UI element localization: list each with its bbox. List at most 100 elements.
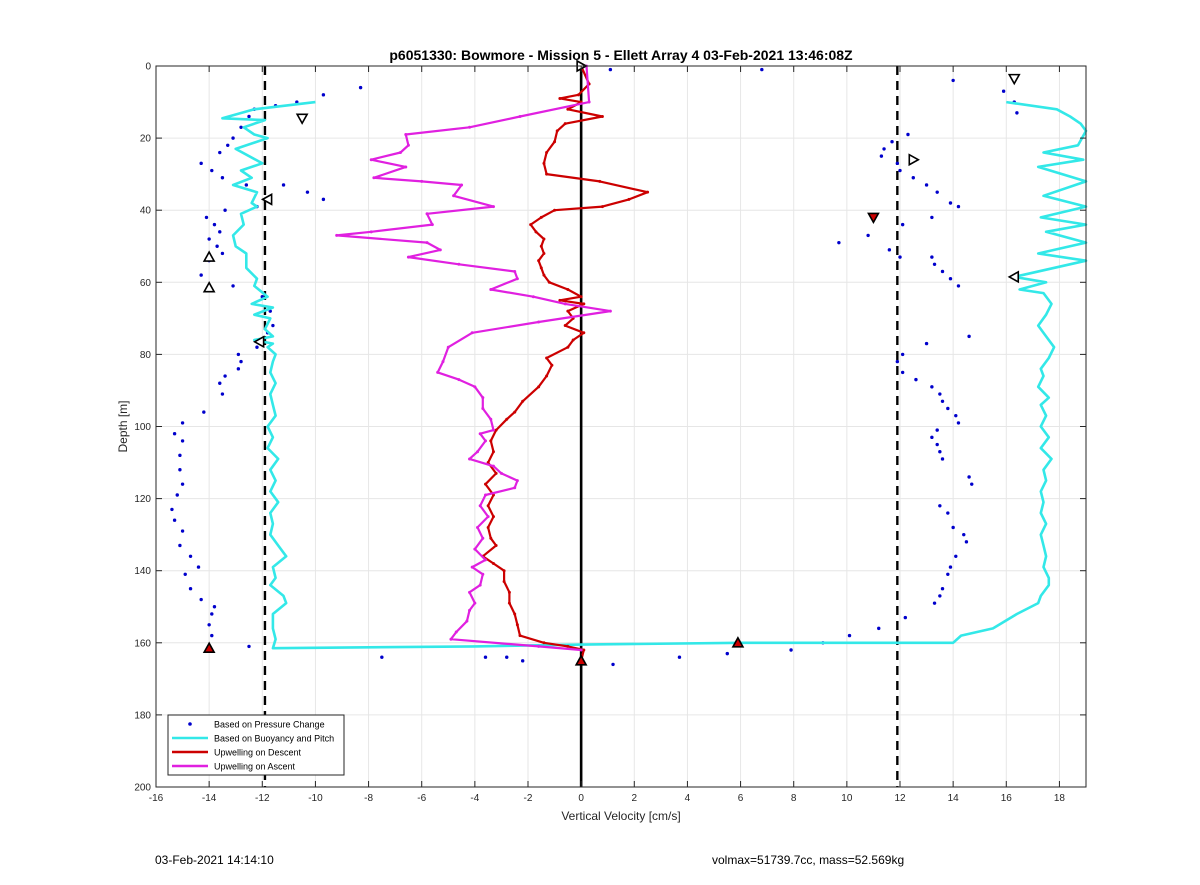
- based-on-pressure-change-point: [178, 453, 182, 458]
- upwelling-on-descent-vertex: [555, 129, 559, 133]
- based-on-pressure-change-point: [890, 140, 894, 144]
- based-on-pressure-change-point: [199, 597, 203, 602]
- based-on-pressure-change-point: [914, 377, 918, 382]
- reference-lines: [263, 66, 899, 787]
- upwelling-on-ascent-vertex: [473, 547, 477, 551]
- upwelling-on-descent-vertex: [542, 273, 546, 277]
- based-on-pressure-change-point: [178, 468, 182, 472]
- upwelling-on-descent-vertex: [579, 295, 583, 299]
- upwelling-on-descent-vertex: [566, 309, 570, 313]
- based-on-pressure-change-point: [956, 204, 961, 209]
- upwelling-on-descent-vertex: [542, 237, 546, 241]
- upwelling-on-ascent-vertex: [454, 630, 458, 634]
- x-tick-label: -8: [364, 793, 373, 804]
- triangle-marker-up: [202, 281, 216, 293]
- based-on-pressure-change-point: [207, 623, 211, 627]
- upwelling-on-ascent-vertex: [460, 183, 464, 187]
- based-on-pressure-change-point: [866, 233, 870, 238]
- upwelling-on-descent-vertex: [550, 363, 554, 367]
- based-on-pressure-change-point: [956, 284, 961, 288]
- based-on-pressure-change-point: [247, 114, 251, 119]
- x-tick-label: 4: [685, 793, 691, 804]
- upwelling-on-ascent-vertex: [518, 114, 522, 118]
- upwelling-on-ascent-vertex: [372, 176, 376, 180]
- upwelling-on-descent-vertex: [547, 280, 551, 284]
- upwelling-on-ascent-vertex: [404, 132, 408, 136]
- based-on-pressure-change-point: [321, 93, 326, 97]
- based-on-pressure-change-point: [898, 255, 902, 259]
- x-tick-label: -16: [149, 793, 164, 804]
- based-on-pressure-change-point: [1001, 89, 1006, 93]
- based-on-pressure-change-point: [199, 273, 203, 277]
- upwelling-on-ascent-vertex: [513, 269, 517, 273]
- chart-title: p6051330: Bowmore - Mission 5 - Ellett A…: [389, 47, 853, 63]
- upwelling-on-descent-vertex: [537, 385, 541, 389]
- upwelling-on-ascent-vertex: [483, 439, 487, 443]
- upwelling-on-ascent-vertex: [478, 583, 482, 587]
- upwelling-on-descent-vertex: [494, 471, 498, 475]
- triangle-marker-up: [574, 654, 588, 666]
- x-tick-label: -14: [202, 793, 217, 804]
- based-on-pressure-change-point: [247, 644, 251, 649]
- based-on-pressure-change-point: [837, 240, 841, 245]
- upwelling-on-ascent-vertex: [489, 417, 493, 421]
- based-on-pressure-change-point: [236, 352, 241, 357]
- based-on-pressure-change-point: [946, 406, 950, 411]
- based-on-pressure-change-point: [199, 161, 203, 166]
- upwelling-on-descent-vertex: [542, 251, 546, 255]
- upwelling-on-descent-vertex: [646, 190, 650, 194]
- legend-entry-label: Upwelling on Ascent: [214, 762, 296, 772]
- based-on-pressure-change-point: [725, 651, 729, 656]
- upwelling-on-descent-vertex: [502, 580, 506, 584]
- upwelling-on-descent-line: [481, 65, 649, 662]
- based-on-pressure-change-point: [321, 197, 326, 202]
- triangle-marker-down: [1007, 73, 1021, 86]
- upwelling-on-ascent-vertex: [491, 464, 495, 468]
- legend: Based on Pressure Change Based on Buoyanc…: [167, 714, 345, 776]
- triangle-marker-down: [867, 212, 880, 225]
- upwelling-on-descent-vertex: [513, 612, 517, 616]
- upwelling-on-descent-vertex: [582, 648, 586, 652]
- x-axis-label: Vertical Velocity [cm/s]: [561, 809, 680, 823]
- based-on-pressure-change-point: [210, 612, 214, 616]
- upwelling-on-ascent-vertex: [452, 194, 456, 198]
- based-on-pressure-change-point: [948, 565, 953, 569]
- upwelling-on-descent-vertex: [486, 525, 490, 529]
- upwelling-on-ascent-vertex: [369, 158, 373, 162]
- upwelling-on-descent-vertex: [489, 439, 493, 443]
- upwelling-on-descent-vertex: [566, 107, 570, 111]
- based-on-pressure-change-point: [877, 626, 881, 631]
- based-on-pressure-change-point: [948, 276, 953, 281]
- based-on-pressure-change-point: [895, 161, 900, 166]
- upwelling-on-descent-vertex: [582, 302, 586, 306]
- y-tick-label: 20: [140, 134, 152, 145]
- upwelling-on-descent-vertex: [539, 215, 543, 219]
- upwelling-on-descent-vertex: [545, 172, 549, 176]
- based-on-pressure-change-point: [940, 587, 945, 591]
- upwelling-on-ascent-vertex: [587, 100, 591, 104]
- based-on-pressure-change-point: [188, 554, 193, 558]
- x-tick-label: 0: [578, 793, 584, 804]
- upwelling-on-ascent-vertex: [473, 601, 477, 605]
- upwelling-on-descent-vertex: [553, 140, 557, 144]
- y-tick-label: 0: [145, 62, 151, 73]
- based-on-pressure-change-point: [900, 352, 905, 357]
- upwelling-on-ascent-vertex: [468, 608, 472, 612]
- upwelling-on-ascent-vertex: [441, 360, 445, 364]
- triangle-marker-right: [908, 153, 920, 167]
- upwelling-on-ascent-vertex: [537, 320, 541, 324]
- upwelling-on-ascent-vertex: [491, 428, 495, 432]
- upwelling-on-ascent-vertex: [369, 230, 373, 234]
- triangle-marker-left: [1007, 270, 1020, 284]
- upwelling-on-descent-vertex: [494, 543, 498, 547]
- upwelling-on-descent-vertex: [553, 208, 557, 212]
- upwelling-on-descent-vertex: [505, 417, 509, 421]
- based-on-pressure-change-point: [946, 572, 950, 577]
- based-on-pressure-change-point: [520, 659, 525, 663]
- based-on-pressure-change-point: [220, 251, 225, 256]
- upwelling-on-descent-vertex: [491, 450, 495, 454]
- based-on-pressure-change-point: [210, 633, 214, 638]
- based-on-pressure-change-point: [940, 399, 945, 403]
- based-on-pressure-change-point: [255, 345, 259, 349]
- upwelling-on-descent-vertex: [537, 259, 541, 263]
